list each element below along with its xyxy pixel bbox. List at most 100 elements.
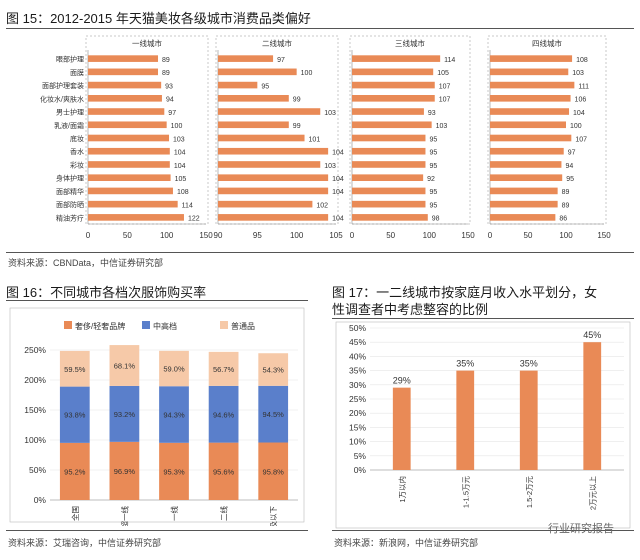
fig16-value-label: 93.8%: [64, 411, 86, 420]
fig17-title-line1: 图 17：一二线城市按家庭月收入水平划分，女: [332, 285, 598, 300]
fig15-bar: [352, 55, 441, 62]
fig15-category-label: 化妆水/爽肤水: [40, 94, 84, 103]
fig16-bar-segment: [109, 345, 140, 386]
fig16-y-tick-label: 100%: [24, 435, 46, 445]
fig15-x-tick-label: 0: [488, 231, 493, 240]
fig15-bar: [88, 68, 159, 76]
fig15-bar: [88, 187, 173, 195]
fig15-value-label: 93: [428, 110, 436, 117]
fig15-category-label: 面部精华: [56, 187, 84, 196]
fig15-bar: [218, 68, 297, 76]
fig17-y-tick-label: 25%: [349, 394, 366, 404]
fig17-source: 资料来源：新浪网，中信证券研究部: [334, 538, 479, 548]
fig16-bar-segment: [258, 385, 289, 443]
fig16-value-label: 54.3%: [263, 366, 285, 375]
fig17-title-line2: 性调查者中考虑整容的比例: [332, 302, 489, 317]
fig15-value-label: 108: [177, 189, 189, 196]
fig15-category-label: 底妆: [70, 134, 84, 143]
fig15-bar: [88, 121, 167, 129]
fig16-value-label: 56.7%: [213, 365, 235, 374]
fig15-value-label: 95: [429, 202, 437, 209]
fig17-y-tick-label: 15%: [349, 422, 366, 432]
fig16-value-label: 94.6%: [213, 410, 235, 419]
fig15-panel-frame: [349, 35, 471, 225]
fig15-category-label: 精油芳疗: [56, 213, 84, 222]
fig15-value-label: 107: [575, 136, 587, 143]
fig15-bar: [490, 68, 569, 76]
fig15-x-tick-label: 0: [350, 231, 355, 240]
fig15-x-tick-label: 100: [160, 231, 174, 240]
fig16-source: 资料来源：艾瑞咨询，中信证券研究部: [8, 538, 162, 548]
fig15-value-label: 108: [576, 57, 588, 64]
fig15-value-label: 106: [575, 97, 587, 104]
fig15-bar: [88, 55, 159, 62]
fig15-value-label: 122: [188, 216, 200, 223]
fig15-bar: [88, 95, 162, 102]
fig15-category-label: 眼部护理: [56, 55, 84, 64]
fig15-panel-frame: [215, 35, 339, 225]
fig16-bar-segment: [109, 385, 140, 442]
fig15-value-label: 95: [429, 150, 437, 157]
fig17-y-tick-label: 40%: [349, 351, 366, 361]
fig15-bar: [490, 161, 562, 168]
fig16-bar-segment: [59, 442, 90, 500]
fig15-category-label: 面部护理套装: [42, 81, 84, 90]
fig15-bar: [218, 81, 258, 89]
fig16-value-label: 93.2%: [114, 410, 136, 419]
fig15-category-label: 身体护理: [56, 174, 84, 183]
fig16-y-tick-label: 250%: [24, 345, 46, 355]
fig17-x-tick-label: 1万以内: [397, 476, 407, 503]
fig15-bar: [88, 81, 162, 89]
fig15-bar: [352, 121, 432, 129]
fig17-value-label: 35%: [520, 359, 538, 369]
fig15-panel-title: 一线城市: [132, 38, 162, 48]
fig16-legend-swatch: [142, 321, 150, 329]
fig15-value-label: 89: [162, 57, 170, 64]
fig15-bar: [88, 161, 170, 168]
fig15-value-label: 111: [578, 83, 589, 90]
fig15-value-label: 98: [432, 216, 440, 223]
fig17-y-tick-label: 0%: [354, 465, 367, 475]
fig15-value-label: 95: [429, 136, 437, 143]
fig16-value-label: 59.0%: [163, 365, 185, 374]
fig15-bar: [490, 187, 558, 195]
fig15-value-label: 94: [565, 163, 573, 170]
fig17-value-label: 29%: [393, 376, 411, 386]
fig15-bar: [490, 147, 564, 155]
fig16-legend-label: 普通品: [231, 321, 255, 331]
fig15-bar: [88, 174, 171, 181]
fig15-bar: [352, 68, 434, 76]
fig17-y-tick-label: 30%: [349, 380, 366, 390]
fig15-bar: [88, 200, 178, 208]
fig15-category-label: 男士护理: [56, 108, 84, 117]
fig17-y-tick-label: 45%: [349, 337, 366, 347]
fig15-bar: [88, 147, 170, 155]
fig15-bar: [490, 81, 575, 89]
fig15-bar: [88, 214, 184, 221]
fig17-chart: 0% 5% 10% 15% 20% 25% 30% 35% 40% 45% 50% 29% 1万以内 35…: [335, 321, 631, 529]
fig16-frame: [9, 307, 305, 523]
fig15-panel-title: 三线城市: [395, 38, 425, 48]
fig15-bar: [218, 95, 289, 102]
fig15-bar: [218, 187, 329, 195]
fig15-top-rule: [6, 28, 634, 29]
fig16-bar-segment: [208, 385, 239, 443]
fig15-value-label: 95: [429, 189, 437, 196]
fig15-x-tick-label: 150: [199, 231, 213, 240]
fig15-bar: [352, 147, 426, 155]
fig15-panel-frame: [487, 35, 607, 225]
fig15-value-label: 104: [332, 189, 344, 196]
fig16-chart: 奢侈/轻奢品牌 中高档 普通品 0% 50% 100% 150% 200% 250% 95.2% 9…: [9, 307, 305, 526]
fig16-value-label: 95.6%: [213, 467, 235, 476]
fig17-y-tick-label: 50%: [349, 323, 366, 333]
fig15-source: 资料来源：CBNData，中信证券研究部: [8, 258, 164, 268]
fig17-x-tick-label: 1-1.5万元: [461, 476, 470, 509]
fig15-bar: [490, 95, 571, 102]
fig15-bar: [352, 200, 426, 208]
fig15-panel-frame: [85, 35, 209, 225]
fig17-x-tick-label: 2万元以上: [588, 476, 597, 511]
fig15-value-label: 99: [293, 97, 301, 104]
fig15-value-label: 93: [165, 83, 173, 90]
fig15-panel-title: 二线城市: [262, 38, 292, 48]
fig15-x-tick-label: 50: [524, 231, 533, 240]
